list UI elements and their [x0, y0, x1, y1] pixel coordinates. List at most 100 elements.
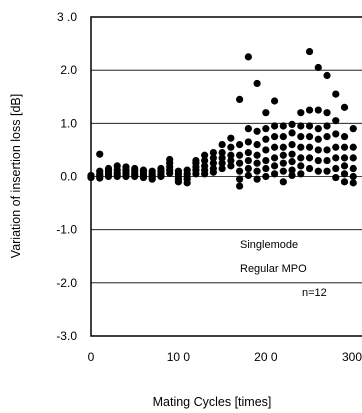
data-point [323, 109, 330, 116]
data-point [245, 157, 252, 164]
data-point [280, 168, 287, 175]
data-point [236, 152, 243, 159]
data-point [271, 122, 278, 129]
data-point [236, 160, 243, 167]
data-point [341, 104, 348, 111]
data-point [236, 168, 243, 175]
data-point [262, 109, 269, 116]
data-point [96, 151, 103, 158]
data-point [288, 121, 295, 128]
annotation-regular-mpo: Regular MPO [240, 263, 307, 275]
data-point [236, 141, 243, 148]
data-point [297, 154, 304, 161]
data-point [184, 179, 191, 186]
data-point [227, 135, 234, 142]
data-point [280, 144, 287, 151]
data-point [210, 169, 217, 176]
data-point [341, 178, 348, 185]
data-point [245, 53, 252, 60]
data-point [350, 179, 357, 186]
data-point [306, 48, 313, 55]
data-point [341, 170, 348, 177]
data-point [227, 144, 234, 151]
data-point [315, 125, 322, 132]
data-point [236, 182, 243, 189]
data-point [297, 170, 304, 177]
data-point [114, 173, 121, 180]
data-point [297, 109, 304, 116]
data-point [157, 173, 164, 180]
data-point [253, 128, 260, 135]
data-point [245, 125, 252, 132]
data-point [350, 125, 357, 132]
annotation-n: n=12 [302, 287, 327, 299]
data-point [297, 144, 304, 151]
data-point [253, 141, 260, 148]
data-point [96, 172, 103, 179]
data-point [253, 168, 260, 175]
data-point [227, 162, 234, 169]
data-point [306, 165, 313, 172]
data-point [262, 136, 269, 143]
y-tick-label: 0.0 [60, 170, 77, 184]
data-point [271, 170, 278, 177]
y-tick-label: 1.0 [60, 116, 77, 130]
data-point [323, 122, 330, 129]
x-axis-title: Mating Cycles [times] [153, 395, 272, 409]
data-point [315, 146, 322, 153]
data-point [315, 136, 322, 143]
data-point [288, 158, 295, 165]
data-point [306, 154, 313, 161]
data-point [131, 173, 138, 180]
data-point [262, 173, 269, 180]
data-point [306, 144, 313, 151]
x-tick-labels: 0 10 0 20 0 300 [88, 350, 362, 364]
data-point [350, 173, 357, 180]
data-point [306, 106, 313, 113]
data-point [341, 162, 348, 169]
data-point [288, 141, 295, 148]
annotation-singlemode: Singlemode [240, 239, 298, 251]
data-point [245, 138, 252, 145]
y-tick-label: -3.0 [56, 329, 77, 343]
data-point [341, 154, 348, 161]
data-point [236, 176, 243, 183]
data-point [280, 178, 287, 185]
data-point [122, 173, 129, 180]
data-point [105, 172, 112, 179]
data-point [315, 157, 322, 164]
data-point [271, 97, 278, 104]
data-point [297, 133, 304, 140]
data-points [87, 48, 356, 190]
data-point [280, 160, 287, 167]
data-point [201, 170, 208, 177]
data-point [315, 106, 322, 113]
data-point [323, 146, 330, 153]
data-point [332, 90, 339, 97]
data-point [262, 146, 269, 153]
y-tick-label: 3 .0 [57, 10, 77, 24]
data-point [219, 165, 226, 172]
data-point [140, 174, 147, 181]
data-point [288, 151, 295, 158]
data-point [271, 144, 278, 151]
data-point [280, 133, 287, 140]
data-point [288, 172, 295, 179]
y-tick-label: -2.0 [56, 276, 77, 290]
y-tick-labels: 3 .0 2.0 1.0 0.0 -1.0 -2.0 -3.0 [56, 10, 77, 343]
data-point [332, 154, 339, 161]
data-point [341, 144, 348, 151]
data-point [245, 172, 252, 179]
data-point [297, 162, 304, 169]
data-point [271, 162, 278, 169]
data-point [280, 122, 287, 129]
data-point [315, 168, 322, 175]
data-point [166, 170, 173, 177]
data-point [315, 64, 322, 71]
data-point [253, 152, 260, 159]
data-point [262, 157, 269, 164]
data-point [262, 125, 269, 132]
y-tick-label: 2.0 [60, 63, 77, 77]
data-point [271, 154, 278, 161]
